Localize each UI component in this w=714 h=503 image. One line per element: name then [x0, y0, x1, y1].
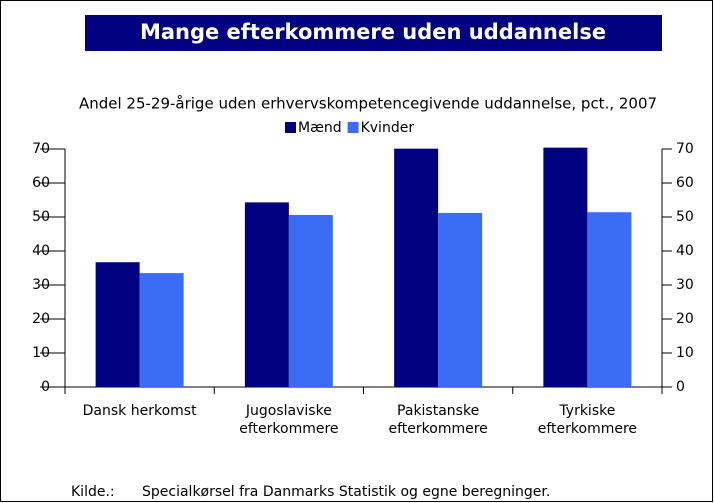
chart-title: Mange efterkommere uden uddannelse	[140, 20, 606, 44]
bar	[438, 212, 483, 387]
y2-tick-label: 20	[676, 311, 694, 327]
y2-tick-label: 60	[676, 175, 694, 191]
title-box	[85, 15, 662, 51]
legend-label: Kvinder	[361, 120, 415, 136]
legend-swatch	[347, 122, 359, 133]
x-tick-label: Pakistanske efterkommere	[388, 403, 488, 437]
bar	[139, 273, 184, 387]
source-label: Kilde.:	[71, 484, 115, 500]
y2-tick-label: 0	[676, 379, 685, 395]
x-tick-label: Tyrkiske efterkommere	[537, 403, 638, 437]
y2-tick-label: 10	[676, 345, 694, 361]
y2-tick-label: 50	[676, 209, 694, 225]
x-tick-label: Dansk herkomst	[82, 403, 197, 419]
bar	[244, 202, 289, 387]
bar	[587, 212, 632, 387]
bar	[288, 214, 333, 387]
legend-swatch	[285, 122, 296, 133]
y2-tick-label: 30	[676, 277, 694, 293]
subtitle: Andel 25-29-årige uden erhvervskompetenc…	[79, 95, 657, 113]
x-tick-label: Jugoslaviske efterkommere	[239, 403, 339, 437]
bar	[95, 262, 140, 387]
source: Specialkørsel fra Danmarks Statistik og …	[142, 484, 550, 500]
y2-tick-label: 40	[676, 243, 694, 259]
legend-label: Mænd	[298, 120, 342, 136]
bar	[543, 147, 588, 387]
bar	[394, 148, 439, 387]
y2-tick-label: 70	[676, 141, 694, 157]
